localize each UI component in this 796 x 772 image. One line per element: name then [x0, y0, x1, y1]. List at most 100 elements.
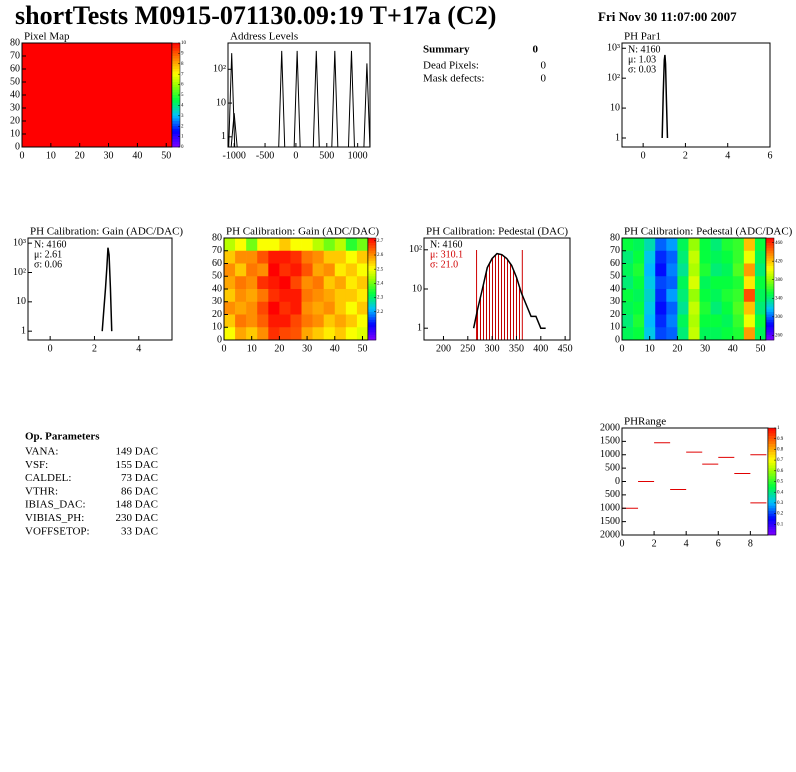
param-label: VSF:: [25, 459, 48, 471]
heat-cell: [721, 250, 734, 264]
z-tick-label: 2: [181, 124, 184, 129]
colorbar-step: [172, 97, 180, 101]
colorbar-step: [172, 58, 180, 62]
heat-cell: [622, 327, 634, 340]
heat-cell: [356, 238, 368, 252]
heat-cell: [743, 263, 756, 277]
panel: PH Calibration: Pedestal (DAC)N: 4160μ: …: [409, 226, 573, 355]
y-tick-label: 10: [610, 102, 620, 113]
heat-cell: [356, 250, 368, 264]
heat-cell: [246, 263, 258, 277]
heat-cell: [721, 263, 734, 277]
colorbar-step: [368, 289, 376, 292]
heat-cell: [644, 238, 656, 252]
heat-cell: [710, 314, 722, 328]
heat-cell: [290, 250, 302, 264]
heat-cell: [633, 263, 645, 277]
heat-cell: [268, 301, 280, 315]
heat-cell: [334, 289, 347, 303]
plot-area: [228, 50, 370, 147]
heat-cell: [323, 289, 336, 303]
heat-cell: [622, 250, 634, 264]
heat-cell: [301, 263, 313, 277]
y-tick-label: 40: [212, 283, 222, 294]
colorbar-step: [172, 84, 180, 88]
heat-cell: [345, 301, 358, 315]
y-tick-label: 80: [10, 37, 20, 48]
y-tick-label: 10: [16, 296, 26, 307]
heat-cell: [290, 327, 302, 340]
heat-cell: [235, 263, 247, 277]
x-tick-label: 450: [558, 343, 573, 354]
z-tick-label: 420: [775, 259, 783, 264]
param-value: 86 DAC: [121, 485, 158, 497]
heat-cell: [633, 276, 645, 290]
colorbar-step: [768, 446, 776, 450]
z-tick-label: 1: [777, 426, 780, 431]
colorbar-step: [172, 134, 180, 137]
colorbar-step: [766, 299, 774, 303]
heat-cell: [224, 314, 236, 328]
spike: [312, 50, 320, 147]
colorbar-step: [768, 465, 776, 469]
colorbar-step: [368, 248, 376, 252]
heat-cell: [268, 238, 280, 252]
histogram-line: [661, 54, 669, 139]
heat-cell: [743, 301, 756, 315]
heat-cell: [290, 314, 302, 328]
heat-cell: [754, 250, 766, 264]
colorbar-step: [368, 327, 376, 331]
z-tick-label: 3: [181, 114, 184, 119]
x-tick-label: 1000: [348, 150, 368, 161]
summary-label: Dead Pixels:: [423, 60, 479, 72]
heat-cell: [312, 301, 324, 315]
colorbar-step: [368, 291, 376, 295]
heat-cell: [677, 327, 689, 340]
heat-cell: [290, 238, 302, 252]
colorbar-step: [172, 113, 180, 117]
colorbar-step: [768, 516, 776, 520]
colorbar-step: [766, 329, 774, 333]
panel-title: PH Par1: [624, 31, 661, 43]
param-label: VOFFSETOP:: [25, 525, 90, 537]
colorbar-step: [172, 79, 180, 83]
heat-cell: [677, 314, 689, 328]
heat-cell: [699, 263, 711, 277]
heat-cell: [257, 301, 269, 315]
heat-cell: [622, 314, 634, 328]
spike: [278, 50, 286, 147]
plot-area: [622, 238, 766, 340]
heat-cell: [754, 276, 766, 290]
colorbar-step: [368, 317, 376, 320]
colorbar-step: [766, 311, 774, 315]
stat-text: μ: 1.03: [628, 54, 656, 65]
heat-cell: [345, 276, 358, 290]
colorbar-step: [766, 324, 774, 328]
x-tick-label: 30: [700, 343, 710, 354]
hatched-area: [476, 253, 523, 340]
heat-cell: [257, 238, 269, 252]
colorbar-step: [368, 266, 376, 269]
heat-cell: [633, 250, 645, 264]
params-title: Op. Parameters: [25, 431, 100, 443]
heat-cell: [699, 276, 711, 290]
z-tick-label: 300: [775, 315, 783, 320]
colorbar-step: [766, 337, 774, 341]
x-tick-label: 20: [274, 343, 284, 354]
colorbar-step: [368, 304, 376, 308]
colorbar-step: [768, 441, 776, 445]
x-tick-label: 4: [725, 150, 730, 161]
y-tick-label: 1500: [600, 436, 620, 447]
colorbar-step: [768, 462, 776, 466]
param-value: 149 DAC: [116, 446, 158, 458]
panel-title: PH Calibration: Gain (ADC/DAC): [226, 226, 379, 238]
heat-cell: [721, 238, 734, 252]
colorbar-step: [368, 263, 376, 267]
summary-total: 0: [533, 44, 539, 56]
heat-cell: [268, 250, 280, 264]
colorbar-step: [766, 276, 774, 280]
colorbar-step: [368, 337, 376, 341]
y-tick-label: 30: [610, 296, 620, 307]
